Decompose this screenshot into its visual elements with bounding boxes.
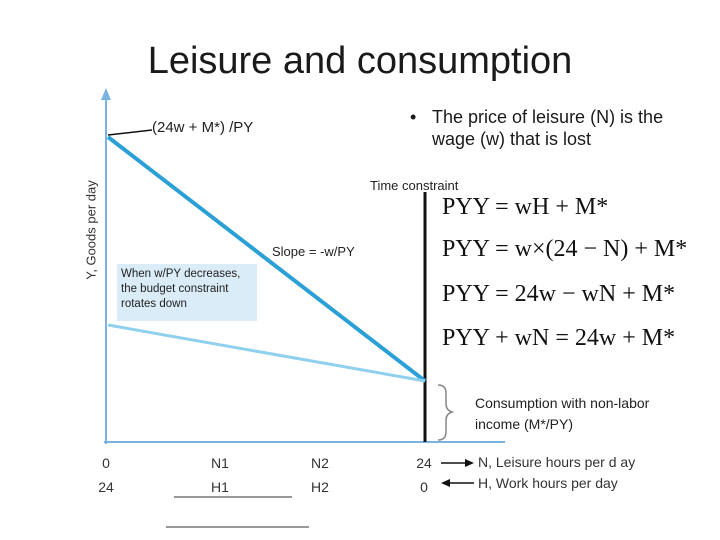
intercept-label: (24w + M*) /PY [152,119,254,136]
budget-constraint-line [106,135,427,383]
x-tick-24: 24 0 [411,451,437,499]
time-constraint-label: Time constraint [370,178,459,193]
slide-title: Leisure and consumption [147,40,573,82]
equation-2: PYY = w×(24 − N) + M* [442,236,688,262]
rotated-budget-line [107,323,426,383]
y-axis-arrow [101,88,111,100]
x-tick-origin-top: 0 [102,455,110,471]
x-tick-origin: 0 24 [93,451,119,499]
nonlabor-brace [437,384,455,441]
leisure-arrow-head [465,459,474,467]
x-tick-n2: N2 H2 [305,451,335,499]
equation-1: PYY = wH + M* [442,194,609,220]
x-tick-n2-top: N2 [311,455,329,471]
legend-work: H, Work hours per day [478,475,618,491]
equation-3: PYY = 24w − wN + M* [442,281,676,307]
intercept-leader [107,129,153,136]
x-tick-24-top: 24 [416,455,432,471]
equation-4: PYY + wN = 24w + M* [442,325,676,351]
x-tick-n1: N1 H1 [205,451,235,499]
rotation-callout: When w/PY decreases, the budget constrai… [117,264,257,321]
bullet-point: • The price of leisure (N) is the wage (… [410,106,710,150]
x-tick-n1-bottom: H1 [211,479,229,495]
x-tick-n2-bottom: H2 [311,479,329,495]
x-tick-24-bottom: 0 [420,479,428,495]
slope-label: Slope = -w/PY [272,244,355,259]
bullet-dot: • [410,107,417,127]
y-axis-label: Y, Goods per day [83,180,99,280]
x-tick-n1-top: N1 [211,455,229,471]
nonlabor-income-label: Consumption with non-labor income (M*/PY… [475,395,650,432]
bullet-text: The price of leisure (N) is the wage (w)… [432,107,664,149]
legend-leisure: N, Leisure hours per d ay [478,454,636,470]
work-arrow-head [441,479,450,487]
x-tick-origin-bottom: 24 [98,479,114,495]
